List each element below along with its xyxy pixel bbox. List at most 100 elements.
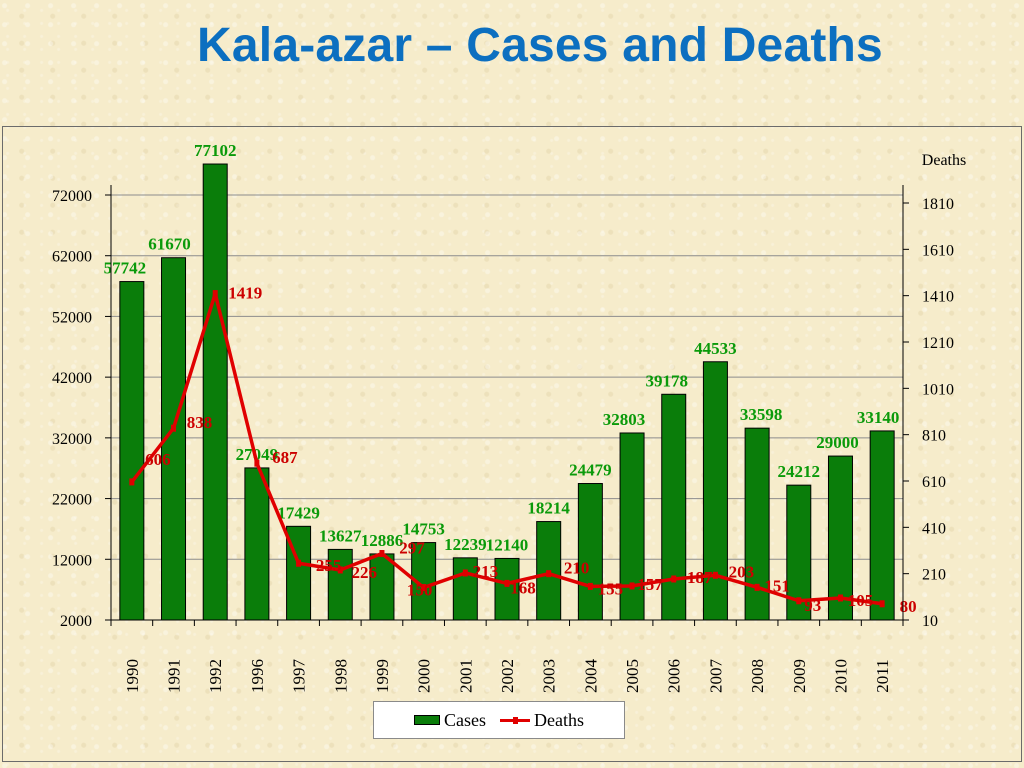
x-tick-label: 2002 (498, 659, 517, 693)
bar (661, 393, 687, 621)
bar-data-label: 18214 (527, 499, 570, 518)
bar (869, 430, 895, 621)
deaths-marker (421, 584, 427, 592)
line-data-label: 838 (187, 413, 213, 432)
left-tick-label: 12000 (52, 552, 92, 569)
bar-data-label: 39178 (645, 371, 688, 390)
bar-data-label: 57742 (104, 259, 147, 278)
legend-swatch-bar (414, 715, 440, 725)
line-data-label: 187 (687, 568, 713, 587)
bar-data-label: 44533 (694, 339, 737, 358)
right-tick-label: 1010 (922, 381, 954, 398)
deaths-marker (504, 579, 510, 587)
legend-item-deaths: Deaths (500, 710, 584, 731)
x-tick-label: 2005 (623, 659, 642, 693)
line-data-label: 213 (473, 562, 499, 581)
bar-data-label: 29000 (816, 433, 859, 452)
deaths-marker (379, 550, 385, 558)
right-tick-label: 1410 (922, 289, 954, 306)
bar-data-label: 24479 (569, 461, 612, 480)
x-tick-label: 2004 (581, 659, 600, 694)
bar (244, 467, 270, 621)
left-tick-label: 52000 (52, 309, 92, 326)
bar (119, 281, 145, 621)
bar-data-label: 77102 (194, 141, 237, 160)
line-data-label: 157 (637, 575, 663, 594)
chart-legend: Cases Deaths (373, 701, 625, 739)
deaths-marker (212, 290, 218, 298)
right-tick-label: 10 (922, 613, 938, 630)
x-tick-label: 1998 (331, 659, 350, 693)
deaths-marker (462, 569, 468, 577)
deaths-marker (837, 594, 843, 602)
deaths-marker (671, 575, 677, 583)
x-tick-label: 1990 (123, 659, 142, 693)
x-tick-label: 2000 (415, 659, 434, 693)
bar-data-label: 13627 (319, 526, 362, 545)
line-data-label: 255 (316, 556, 342, 575)
x-axis-tick-labels: 1990 1991 1992 1996 1997 1998 1999 2000 2001 2002… (123, 659, 892, 694)
x-tick-label: 2009 (790, 659, 809, 693)
x-tick-label: 1991 (165, 659, 184, 693)
bar (327, 548, 353, 621)
bar (369, 553, 395, 621)
x-tick-label: 2007 (706, 659, 725, 694)
legend-item-cases: Cases (414, 710, 486, 731)
bar (452, 557, 478, 621)
bar (577, 483, 603, 621)
line-data-label: 155 (598, 579, 624, 598)
x-tick-label: 2008 (748, 659, 767, 693)
line-data-label: 210 (564, 559, 590, 578)
line-data-label: 105 (848, 591, 874, 610)
bar-data-label: 12239 (444, 535, 487, 554)
left-tick-label: 62000 (52, 249, 92, 266)
right-tick-label: 410 (922, 520, 946, 537)
deaths-marker (296, 559, 302, 567)
axes (105, 185, 909, 626)
bar-data-label: 14753 (402, 520, 445, 539)
line-data-labels: 606 838 1419 687 255 226 297 150 213 168 210 155 157… (145, 284, 917, 616)
line-data-label: 606 (145, 450, 171, 469)
x-tick-label: 2010 (831, 659, 850, 693)
right-tick-label: 1210 (922, 335, 954, 352)
deaths-marker (629, 582, 635, 590)
deaths-marker (712, 571, 718, 579)
bar (827, 455, 853, 621)
deaths-marker (254, 459, 260, 467)
deaths-marker (587, 582, 593, 590)
x-tick-label: 1992 (206, 659, 225, 693)
deaths-marker (337, 566, 343, 574)
legend-label-deaths: Deaths (534, 709, 584, 730)
bar-data-label: 27049 (236, 445, 279, 464)
deaths-marker (129, 478, 135, 486)
legend-label-cases: Cases (444, 709, 486, 730)
bar (494, 557, 520, 621)
left-tick-label: 2000 (60, 613, 92, 630)
slide-title: Kala-azar – Cases and Deaths (197, 19, 883, 72)
left-tick-label: 42000 (52, 370, 92, 387)
deaths-marker (171, 424, 177, 432)
line-data-label: 93 (804, 596, 821, 615)
left-tick-label: 32000 (52, 431, 92, 448)
bar-data-label: 32803 (603, 410, 646, 429)
right-tick-label: 210 (922, 567, 946, 584)
bar-data-label: 61670 (148, 235, 191, 254)
x-tick-label: 2003 (540, 659, 559, 693)
deaths-marker (754, 583, 760, 591)
bar-data-label: 12886 (361, 531, 404, 550)
left-tick-label: 72000 (52, 188, 92, 205)
line-data-label: 687 (272, 448, 298, 467)
line-data-label: 297 (399, 539, 425, 558)
bar-data-label: 24212 (778, 462, 821, 481)
deaths-marker (879, 600, 885, 608)
line-data-label: 151 (764, 576, 790, 595)
x-tick-label: 2006 (665, 659, 684, 693)
line-data-label: 1419 (228, 284, 262, 303)
bar-data-label: 33598 (740, 405, 783, 424)
line-data-label: 203 (729, 562, 755, 581)
bar-series-cases (119, 163, 895, 621)
left-tick-label: 22000 (52, 492, 92, 509)
right-tick-label: 610 (922, 474, 946, 491)
